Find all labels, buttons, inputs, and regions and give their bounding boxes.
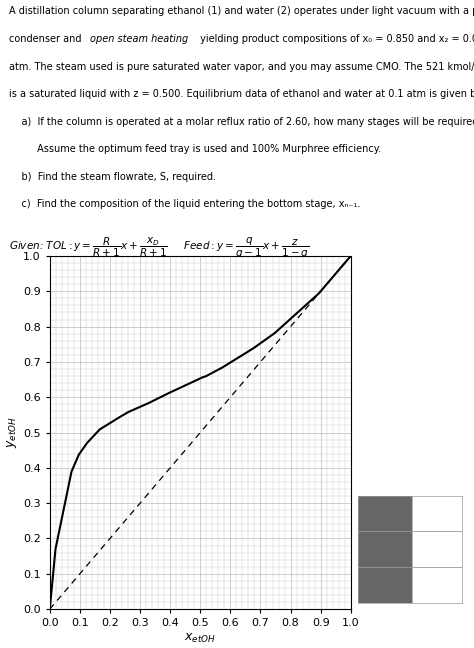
Text: a)  If the column is operated at a molar reflux ratio of 2.60, how many stages w: a) If the column is operated at a molar …: [9, 117, 474, 127]
Text: condenser and: condenser and: [9, 34, 85, 44]
Text: yielding product compositions of x₀ = 0.850 and x₂ = 0.050 at 0.1: yielding product compositions of x₀ = 0.…: [197, 34, 474, 44]
Text: Given: $TOL : y=\dfrac{R}{R+1}x+\dfrac{x_D}{R+1}$     $Feed : y=\dfrac{q}{q-1}x+: Given: $TOL : y=\dfrac{R}{R+1}x+\dfrac{x…: [9, 235, 310, 260]
Y-axis label: $y_{etOH}$: $y_{etOH}$: [5, 417, 19, 448]
Text: A distillation column separating ethanol (1) and water (2) operates under light : A distillation column separating ethanol…: [9, 6, 474, 16]
X-axis label: $x_{etOH}$: $x_{etOH}$: [184, 632, 216, 645]
Text: b)  Find the steam flowrate, S, required.: b) Find the steam flowrate, S, required.: [9, 172, 217, 182]
Text: Assume the optimum feed tray is used and 100% Murphree efficiency.: Assume the optimum feed tray is used and…: [9, 145, 382, 154]
Text: c)  Find the composition of the liquid entering the bottom stage, xₙ₋₁.: c) Find the composition of the liquid en…: [9, 200, 361, 209]
Text: open steam heating: open steam heating: [91, 34, 189, 44]
Text: atm. The steam used is pure saturated water vapor, and you may assume CMO. The 5: atm. The steam used is pure saturated wa…: [9, 62, 474, 72]
Text: is a saturated liquid with z = 0.500. Equilibrium data of ethanol and water at 0: is a saturated liquid with z = 0.500. Eq…: [9, 89, 474, 99]
